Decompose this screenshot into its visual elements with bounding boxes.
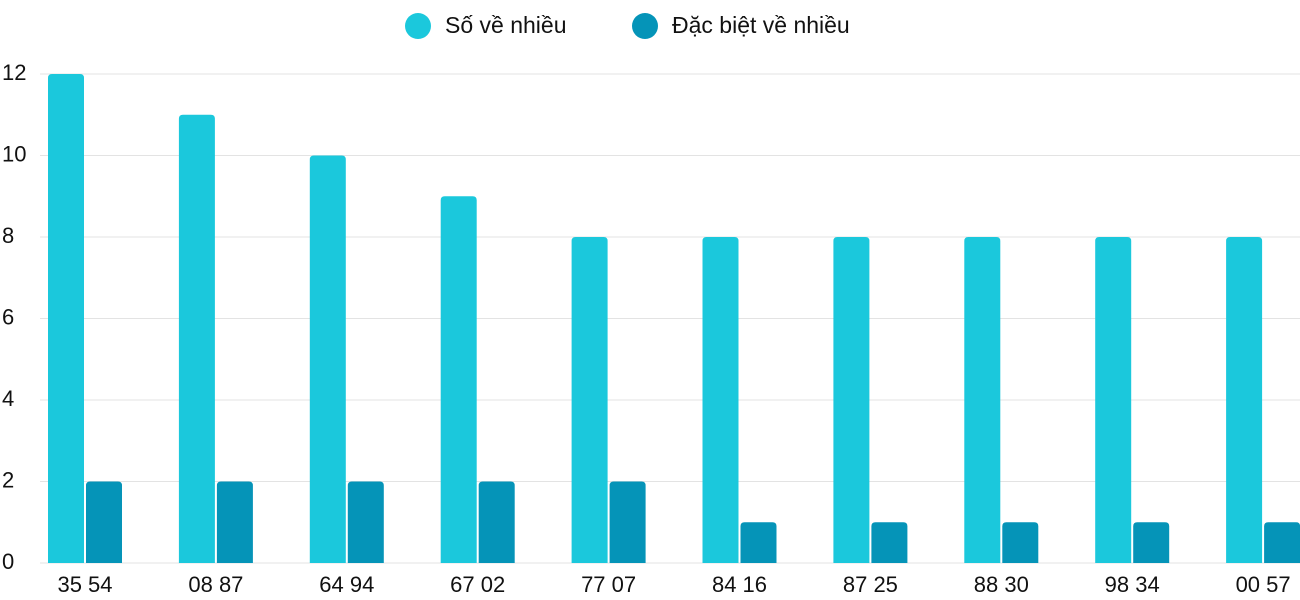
legend-label: Số về nhiều [445, 12, 566, 38]
bar [833, 237, 870, 563]
bar [871, 522, 908, 563]
y-tick-label: 0 [2, 549, 14, 574]
x-tick-label: 67 02 [450, 572, 505, 597]
x-tick-label: 77 07 [581, 572, 636, 597]
bar [1133, 522, 1170, 563]
bar [1002, 522, 1039, 563]
bar [702, 237, 739, 563]
bar [478, 481, 515, 563]
bar [178, 114, 215, 563]
bar [1095, 237, 1132, 563]
x-tick-label: 98 34 [1105, 572, 1160, 597]
bar [347, 481, 384, 563]
y-tick-label: 4 [2, 386, 14, 411]
bar [309, 155, 346, 563]
x-tick-label: 00 57 [1236, 572, 1291, 597]
legend-swatch [632, 13, 658, 39]
bar [86, 481, 122, 563]
x-tick-label: 08 87 [188, 572, 243, 597]
bar [216, 481, 253, 563]
bar [740, 522, 777, 563]
legend-swatch [405, 13, 431, 39]
bar [571, 237, 608, 563]
y-tick-label: 6 [2, 304, 14, 329]
bar [609, 481, 646, 563]
x-tick-label: 88 30 [974, 572, 1029, 597]
bar [964, 237, 1001, 563]
legend-label: Đặc biệt về nhiều [672, 12, 850, 38]
bar [440, 196, 477, 563]
x-tick-label: 84 16 [712, 572, 767, 597]
bar [48, 74, 84, 563]
y-tick-label: 10 [2, 141, 26, 166]
x-tick-label: 64 94 [319, 572, 374, 597]
y-tick-label: 8 [2, 223, 14, 248]
y-tick-label: 2 [2, 467, 14, 492]
x-tick-label: 35 54 [57, 572, 112, 597]
bar [1226, 237, 1263, 563]
bar [1264, 522, 1300, 563]
y-tick-label: 12 [2, 60, 26, 85]
x-tick-label: 87 25 [843, 572, 898, 597]
